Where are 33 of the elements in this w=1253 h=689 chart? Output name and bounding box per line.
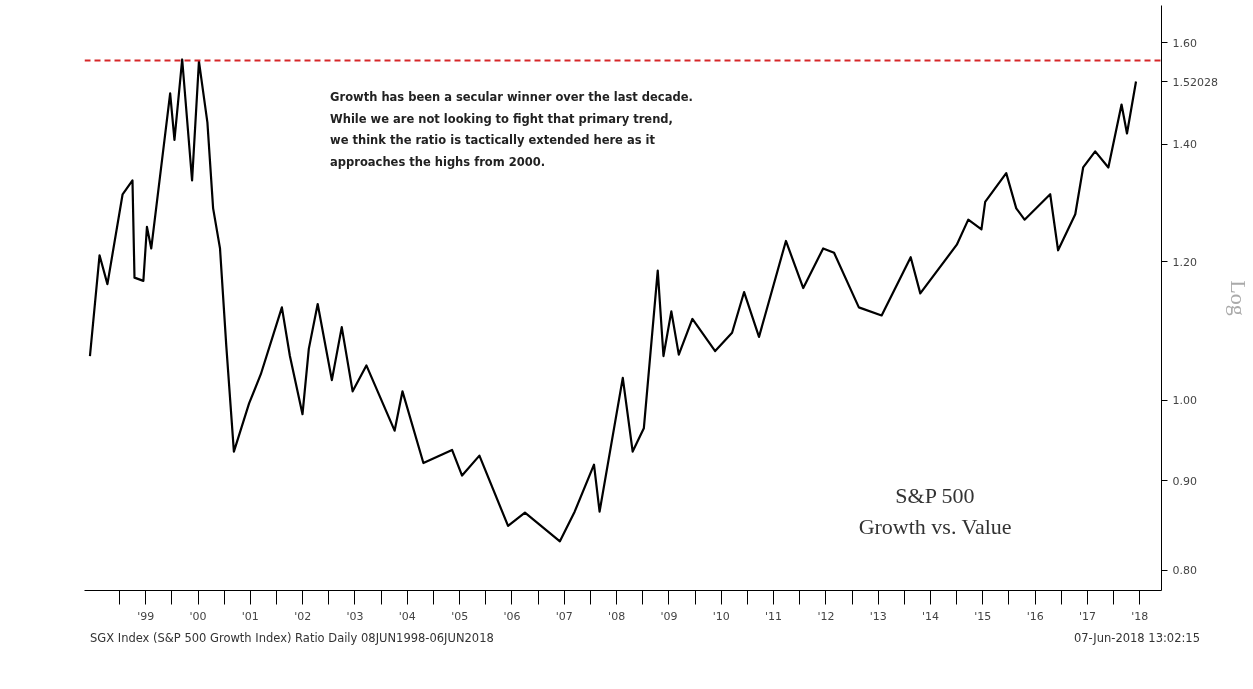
x-tick-label: '04	[398, 609, 416, 623]
x-tick-label: '03	[346, 609, 364, 623]
x-tick-label: '00	[189, 609, 207, 623]
x-tick-label: '10	[712, 609, 730, 623]
y-tick-label: 1.60	[1172, 36, 1197, 50]
x-tick-label: '06	[503, 609, 521, 623]
x-tick-label: '99	[137, 609, 155, 623]
y-tick-label: 1.20	[1172, 255, 1197, 269]
y-tick-label: 1.00	[1172, 394, 1197, 408]
x-tick-label: '12	[817, 609, 835, 623]
x-tick-label: '17	[1078, 609, 1096, 623]
x-tick-label: '09	[660, 609, 678, 623]
x-tick-label: '13	[869, 609, 887, 623]
text: 07-Jun-2018 13:02:15	[1073, 630, 1200, 647]
x-tick-label: '18	[1131, 609, 1149, 623]
text: SGX Index (S&P 500 Growth Index) Ratio Daily 08JUN1998-06JUN2018	[90, 630, 494, 647]
x-tick-label: '05	[451, 609, 469, 623]
y-tick-label: 1.40	[1172, 138, 1197, 152]
x-tick-label: '11	[764, 609, 782, 623]
x-tick-label: '08	[608, 609, 626, 623]
x-tick-label: '07	[555, 609, 573, 623]
x-tick-label: '02	[294, 609, 312, 623]
x-tick-label: '16	[1026, 609, 1044, 623]
y-tick-label: 0.90	[1172, 474, 1197, 488]
annotation: Growth has been a secular winner over the last decade. While we are not looking to fight that primary trend, we think the ratio is tactically extended here as it approaches the highs from 2000.	[330, 89, 693, 170]
x-tick-label: '14	[921, 609, 939, 623]
y-tick-label: 1.52028	[1172, 75, 1218, 89]
x-tick-label: '01	[241, 609, 259, 623]
y-axis-title: Log	[1225, 280, 1251, 316]
x-tick-label: '15	[974, 609, 992, 623]
annotation: S&P 500 Growth vs. Value	[858, 482, 1012, 539]
line-series	[88, 58, 1138, 543]
y-tick-label: 0.80	[1172, 564, 1197, 578]
